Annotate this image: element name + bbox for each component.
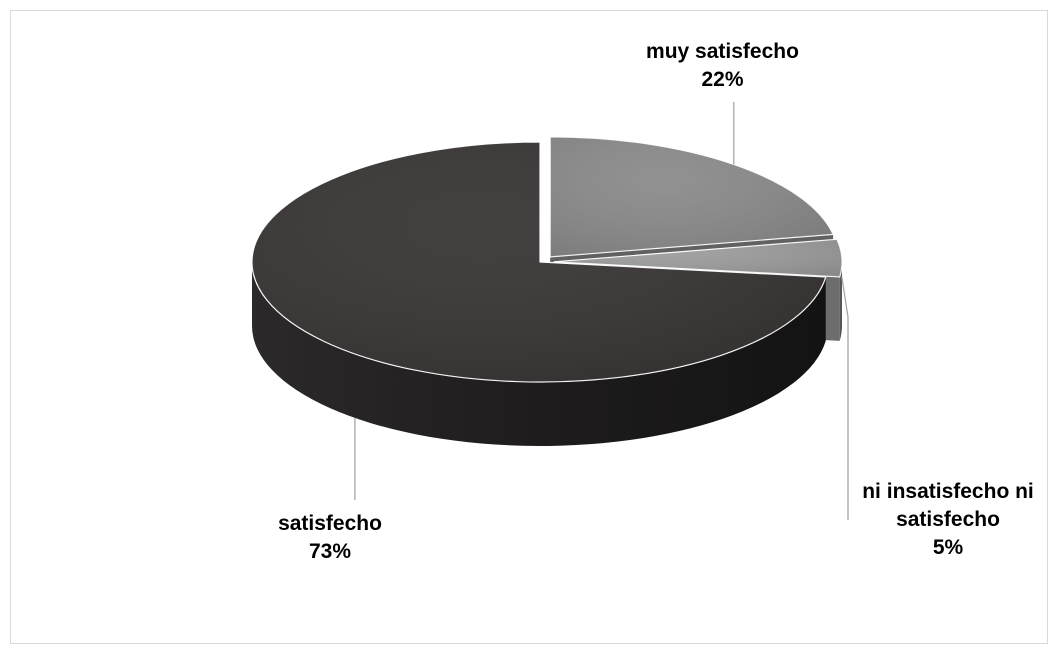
pie-slice-shading [251, 142, 826, 382]
label-name-line: satisfecho [896, 508, 1000, 531]
label-percent: 22% [701, 68, 744, 91]
label-percent: 5% [932, 536, 964, 559]
data-label-muy-satisfecho: muy satisfecho 22% [630, 38, 815, 94]
label-percent: 73% [308, 540, 352, 563]
leader-lines [354, 102, 849, 520]
data-label-satisfecho: satisfecho 73% [240, 510, 420, 566]
pie-slice-side [839, 261, 842, 341]
pie-slice-shading [553, 239, 842, 277]
pie-slice-shading [550, 136, 834, 257]
label-name-line: ni insatisfecho ni [862, 480, 1034, 503]
pie-tops [251, 136, 843, 383]
data-label-ni-insatisfecho-ni-satisfecho: ni insatisfecho ni satisfecho 5% [848, 478, 1048, 562]
label-name-line: satisfecho [278, 512, 382, 535]
label-name-line: muy satisfecho [646, 40, 799, 63]
leader-line-ni-insatisfecho-ni-satisfecho [841, 277, 849, 520]
pie-slice-side [252, 262, 826, 446]
